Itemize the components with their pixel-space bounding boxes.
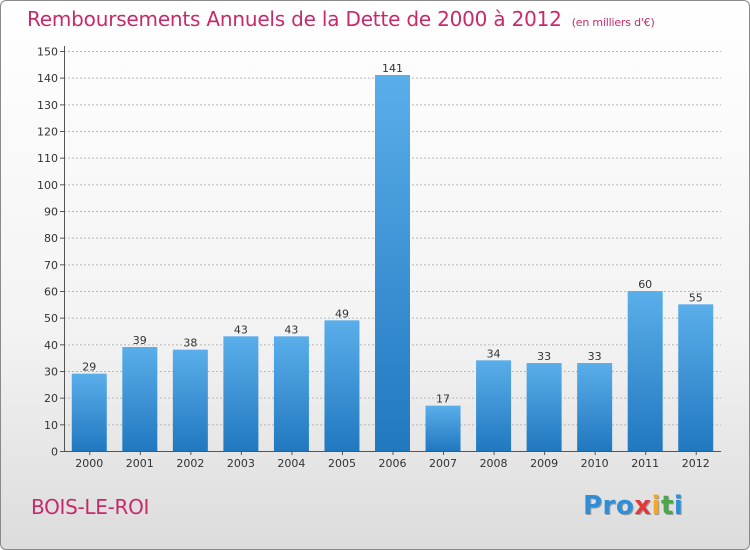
bar-value-label: 38 xyxy=(183,337,197,350)
bar-value-label: 55 xyxy=(689,291,703,304)
x-tick-label: 2012 xyxy=(682,457,710,470)
bar-value-label: 33 xyxy=(537,350,551,363)
y-tick-labels: 0 10 20 30 40 50 60 70 80 90 100 110 120 130 140 150 xyxy=(37,46,58,459)
bar-value-label: 39 xyxy=(133,334,147,347)
x-tick-label: 2009 xyxy=(530,457,558,470)
y-tick-label: 110 xyxy=(37,152,58,165)
y-tick-label: 70 xyxy=(44,259,58,272)
logo-part-2: x xyxy=(634,491,652,521)
x-tick-label: 2010 xyxy=(581,457,609,470)
y-tick-label: 20 xyxy=(44,392,58,405)
axes xyxy=(60,46,721,455)
x-tick-label: 2001 xyxy=(126,457,154,470)
chart-title-text: Remboursements Annuels de la Dette de 20… xyxy=(27,7,562,31)
y-tick-label: 60 xyxy=(44,286,58,299)
x-tick-label: 2005 xyxy=(328,457,356,470)
x-tick-label: 2004 xyxy=(277,457,305,470)
bars xyxy=(71,75,714,451)
x-tick-label: 2011 xyxy=(631,457,659,470)
x-tick-label: 2008 xyxy=(480,457,508,470)
x-tick-label: 2003 xyxy=(227,457,255,470)
bar-value-label: 141 xyxy=(382,62,403,75)
bar xyxy=(476,360,512,451)
bar xyxy=(71,373,107,451)
bar xyxy=(273,336,309,451)
bar-value-labels: 29 39 38 43 43 49 141 17 34 33 33 60 55 xyxy=(82,62,702,406)
x-tick-label: 2000 xyxy=(75,457,103,470)
bar xyxy=(375,75,410,451)
bar-value-label: 49 xyxy=(335,307,349,320)
bar-value-label: 17 xyxy=(436,393,450,406)
logo-part-5: i xyxy=(673,491,684,521)
x-tick-label: 2007 xyxy=(429,457,457,470)
bar-value-label: 34 xyxy=(487,347,501,360)
y-tick-label: 100 xyxy=(37,179,58,192)
bar-value-label: 29 xyxy=(82,361,96,374)
y-tick-label: 10 xyxy=(44,419,58,432)
logo-part-1: Pro xyxy=(583,491,635,521)
chart-unit-label: (en milliers d'€) xyxy=(571,16,655,29)
y-tick-label: 0 xyxy=(51,446,58,459)
bar xyxy=(425,405,461,451)
y-tick-label: 140 xyxy=(37,72,58,85)
proxiti-logo: Proxiti xyxy=(583,491,683,521)
bar xyxy=(172,349,208,451)
y-tick-label: 30 xyxy=(44,366,58,379)
y-tick-label: 150 xyxy=(37,46,58,59)
bar xyxy=(577,363,613,451)
bar-value-label: 33 xyxy=(588,350,602,363)
y-tick-label: 90 xyxy=(44,206,58,219)
y-tick-label: 130 xyxy=(37,99,58,112)
logo-part-3: i xyxy=(651,491,661,521)
bar-value-label: 43 xyxy=(284,323,298,336)
y-tick-label: 40 xyxy=(44,339,58,352)
y-tick-label: 120 xyxy=(37,126,58,139)
commune-name: BOIS-LE-ROI xyxy=(31,495,150,519)
bar xyxy=(122,347,158,451)
x-tick-label: 2002 xyxy=(176,457,204,470)
bar xyxy=(526,363,562,451)
bar xyxy=(627,291,663,451)
bar xyxy=(223,336,259,451)
y-tick-label: 50 xyxy=(44,312,58,325)
bar xyxy=(678,304,714,451)
chart-title: Remboursements Annuels de la Dette de 20… xyxy=(27,7,655,31)
x-tick-label: 2006 xyxy=(379,457,407,470)
bar-value-label: 43 xyxy=(234,323,248,336)
y-tick-label: 80 xyxy=(44,232,58,245)
logo-part-4: t xyxy=(660,491,674,521)
bar-value-label: 60 xyxy=(638,278,652,291)
x-tick-labels: 2000 2001 2002 2003 2004 2005 2006 2007 2008 2009… xyxy=(75,457,709,470)
bar xyxy=(324,320,360,451)
